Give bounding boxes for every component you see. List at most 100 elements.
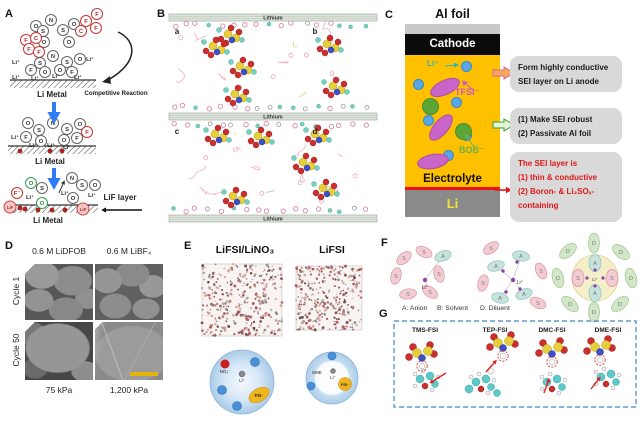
svg-text:D: D: [592, 310, 596, 316]
svg-text:A: A: [522, 292, 526, 298]
svg-text:Lithium: Lithium: [263, 15, 283, 21]
svg-text:S: S: [610, 276, 614, 282]
sem-row-label-cycle50: Cycle 50: [11, 333, 21, 367]
svg-text:A: A: [441, 254, 445, 260]
svg-text:TMS-FSI: TMS-FSI: [412, 327, 438, 334]
svg-text:S: S: [80, 183, 84, 189]
svg-text:C: C: [79, 29, 84, 35]
svg-text:O: O: [78, 122, 83, 128]
panel-b-md-snapshots: Lithium Lithium Lithium a b c d: [168, 13, 378, 222]
svg-text:DME-FSI: DME-FSI: [595, 327, 622, 334]
svg-text:O: O: [43, 70, 48, 76]
svg-text:S: S: [406, 292, 410, 298]
al-foil-strip: [405, 24, 500, 34]
panel-g-molecule-structures: TMS-FSI TEP-FSI DMC-FSI DME-FSI: [393, 320, 637, 408]
svg-text:O: O: [62, 138, 67, 144]
svg-text:Li⁺: Li⁺: [63, 144, 71, 151]
svg-text:A: Anion: A: Anion: [402, 305, 428, 312]
svg-text:Li⁺: Li⁺: [88, 192, 96, 199]
svg-text:S: S: [65, 127, 69, 133]
svg-text:Li⁺: Li⁺: [86, 56, 94, 63]
svg-text:Li⁺: Li⁺: [239, 378, 245, 383]
svg-text:D: D: [566, 249, 570, 255]
svg-text:LiF: LiF: [80, 207, 87, 212]
svg-text:Li Metal: Li Metal: [37, 90, 67, 99]
svg-text:S: S: [37, 128, 41, 134]
li-ion-dot: [461, 61, 472, 72]
svg-text:DME: DME: [312, 370, 322, 375]
svg-text:F: F: [84, 19, 88, 25]
panel-e-label: E: [184, 240, 192, 252]
svg-text:F: F: [85, 130, 89, 136]
pressure-label-1200kpa: 1,200 kPa: [109, 385, 149, 395]
li-ion-label: Li⁺: [427, 59, 439, 68]
svg-text:A: A: [593, 291, 597, 297]
ion-pointer-arrows: [444, 62, 476, 149]
sem-col-title-lidfob: 0.6 M LiDFOB: [32, 246, 86, 256]
red-arrow: [495, 186, 512, 194]
panel-f-label: F: [381, 237, 388, 249]
panel-c-label: C: [385, 9, 393, 21]
svg-text:O: O: [93, 183, 98, 189]
electrolyte-zone: Li⁺ TFSI⁻ BOB⁻ Electrolyte: [405, 55, 500, 187]
svg-text:D: D: [592, 241, 596, 247]
svg-text:S: S: [481, 281, 485, 287]
annotation-box-sei-properties: The SEI layer is (1) thin & conductive (…: [510, 152, 622, 222]
svg-text:O: O: [26, 121, 31, 127]
svg-text:Li⁺: Li⁺: [29, 142, 37, 149]
svg-text:F: F: [24, 135, 28, 141]
orange-block-arrow: [492, 66, 515, 80]
svg-text:S: S: [539, 269, 543, 275]
svg-text:Li⁺: Li⁺: [47, 142, 55, 149]
svg-text:Li⁺: Li⁺: [12, 59, 20, 66]
svg-text:FSI⁻: FSI⁻: [255, 393, 264, 398]
annotation-line: SEI layer on Li anode: [518, 77, 599, 86]
electrolyte-label: Electrolyte: [423, 173, 482, 185]
svg-text:S: S: [437, 272, 441, 278]
svg-text:D: D: [618, 302, 622, 308]
panel-g-label: G: [379, 308, 388, 320]
svg-text:D: D: [629, 276, 633, 282]
green-block-arrow: [492, 118, 515, 132]
cathode-layer: Cathode: [405, 34, 500, 55]
tfsi-label: TFSI⁻: [455, 87, 480, 97]
sem-image-cycle50-75kpa: [25, 322, 93, 380]
cell-stack: Cathode Li⁺ TFSI⁻ BOB⁻ Electrolyte Li: [405, 24, 500, 217]
svg-text:S: S: [41, 29, 45, 35]
svg-text:F: F: [27, 47, 31, 53]
svg-text:O: O: [72, 22, 77, 28]
svg-text:FSI⁻: FSI⁻: [341, 382, 349, 387]
annotation-line: Form highly conductive: [518, 63, 609, 72]
svg-text:S: S: [61, 28, 65, 34]
svg-text:F: F: [29, 68, 33, 74]
svg-text:c: c: [175, 127, 180, 136]
svg-text:A: A: [593, 261, 597, 267]
svg-text:S: S: [402, 256, 406, 262]
svg-text:LiF: LiF: [7, 205, 14, 210]
svg-text:a: a: [175, 27, 180, 36]
sem-row-label-cycle1: Cycle 1: [11, 276, 21, 306]
svg-text:N: N: [70, 176, 74, 182]
sim-title-lifsi: LiFSI: [319, 244, 345, 256]
svg-text:b: b: [313, 27, 318, 36]
svg-text:Li⁺: Li⁺: [330, 375, 336, 380]
svg-text:N: N: [51, 121, 55, 127]
svg-text:NO₃⁻: NO₃⁻: [220, 369, 230, 374]
svg-text:S: S: [489, 246, 493, 252]
svg-text:N: N: [49, 18, 53, 24]
svg-text:O: O: [39, 139, 44, 145]
svg-text:Lithium: Lithium: [263, 216, 283, 222]
svg-text:Li⁺: Li⁺: [422, 285, 429, 291]
svg-text:Li Metal: Li Metal: [33, 216, 63, 225]
pressure-label-75kpa: 75 kPa: [45, 385, 73, 395]
svg-text:D: D: [556, 276, 560, 282]
svg-text:O: O: [78, 57, 83, 63]
svg-text:Lithium: Lithium: [263, 114, 283, 120]
annotation-line: containing: [518, 201, 559, 210]
svg-text:O: O: [71, 196, 76, 202]
svg-text:Li⁺: Li⁺: [517, 280, 524, 286]
svg-text:S: S: [576, 276, 580, 282]
